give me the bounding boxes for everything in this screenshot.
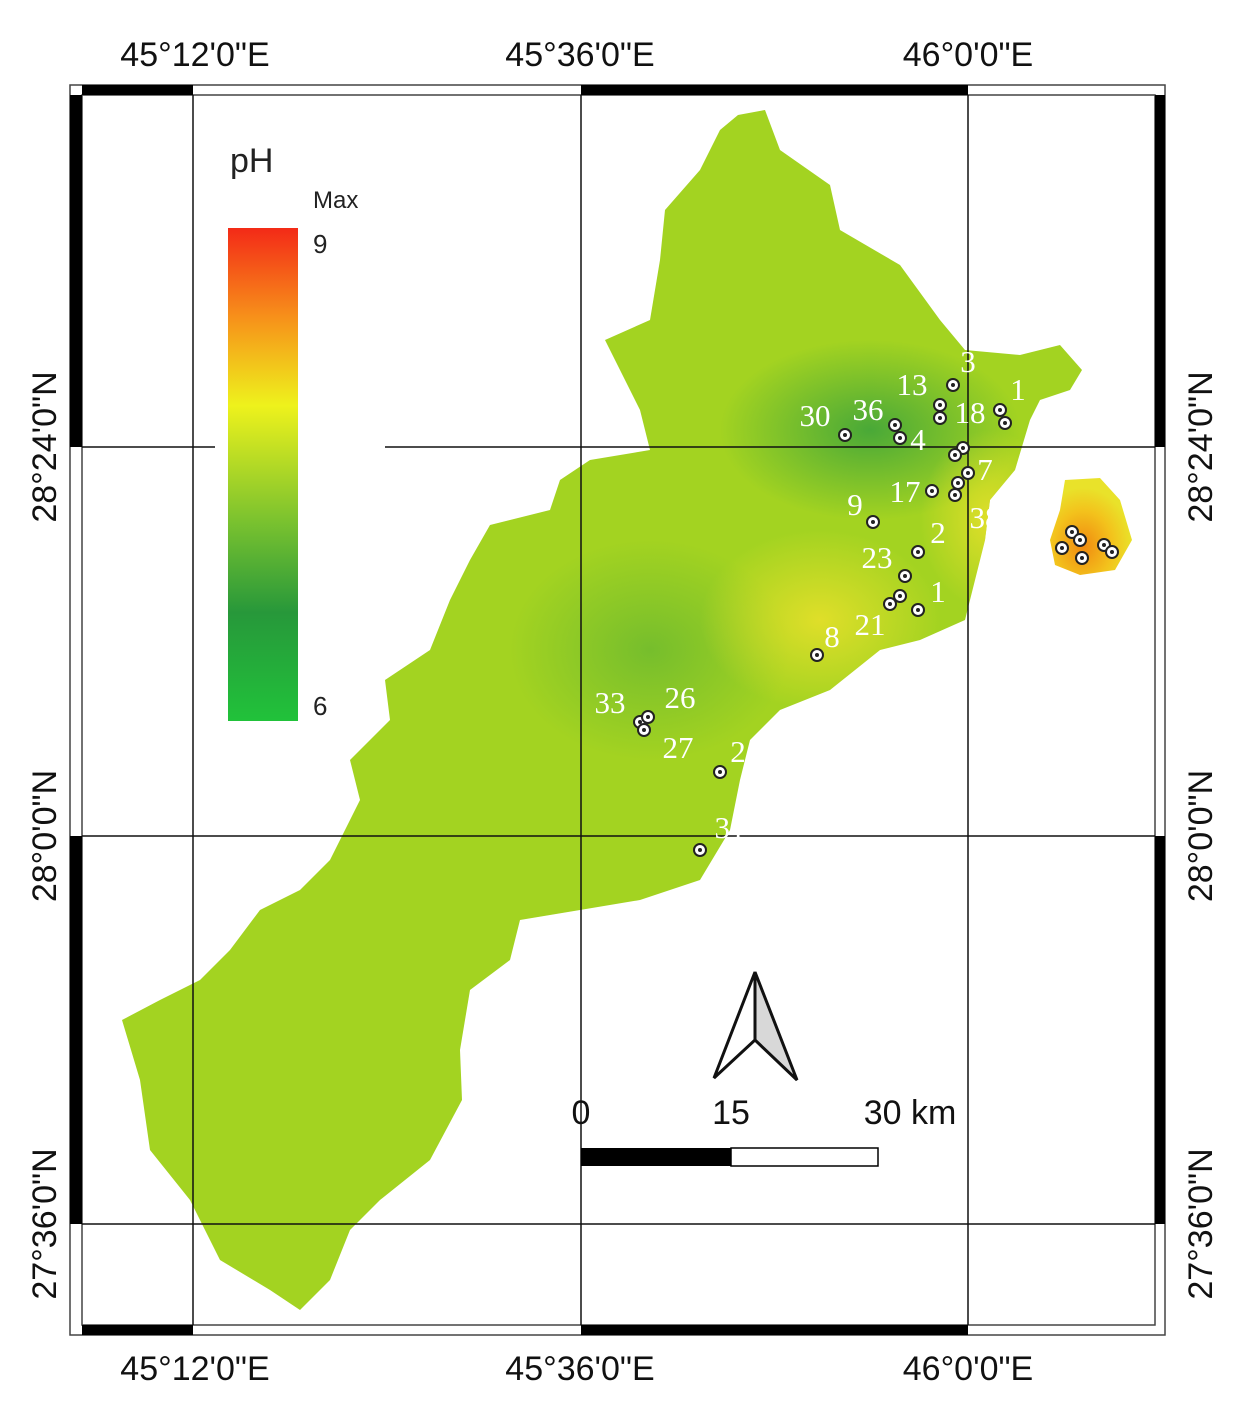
legend: pH Max 9 6 xyxy=(228,142,358,721)
legend-title: pH xyxy=(230,142,273,180)
sample-dot-center xyxy=(843,433,847,437)
sample-dot-center xyxy=(1070,530,1074,534)
longitude-label: 46°0'0"E xyxy=(903,1350,1033,1388)
sample-dot-center xyxy=(871,520,875,524)
sample-label: 27 xyxy=(663,730,694,765)
sample-label: 13 xyxy=(897,367,928,402)
sample-label: 17 xyxy=(890,474,921,509)
latitude-label: 27°36'0"N xyxy=(26,1148,64,1299)
sample-dot-center xyxy=(953,493,957,497)
latitude-label: 28°0'0"N xyxy=(26,770,64,902)
scale-label: 15 xyxy=(712,1094,750,1132)
sample-label: 1 xyxy=(1010,372,1026,407)
sample-dot-center xyxy=(642,728,646,732)
sample-dot-center xyxy=(893,423,897,427)
latitude-label: 28°0'0"N xyxy=(1182,770,1220,902)
longitude-label: 45°36'0"E xyxy=(505,1350,654,1388)
sample-dot-center xyxy=(916,608,920,612)
latitude-label: 28°24'0"N xyxy=(1182,371,1220,522)
longitude-label: 45°36'0"E xyxy=(505,36,654,74)
sample-label: 18 xyxy=(955,395,986,430)
sample-dot-center xyxy=(953,453,957,457)
sample-dot-center xyxy=(961,446,965,450)
sample-dot-center xyxy=(888,602,892,606)
sample-dot-center xyxy=(1080,556,1084,560)
sample-label: 30 xyxy=(800,398,831,433)
frame-border xyxy=(70,85,1165,1335)
sample-dot-center xyxy=(1078,538,1082,542)
sample-label: 23 xyxy=(862,540,893,575)
sample-label: 1 xyxy=(930,574,946,609)
sample-label: 3 xyxy=(960,344,976,379)
longitude-label: 45°12'0"E xyxy=(120,36,269,74)
sample-label: 38 xyxy=(970,500,1001,535)
sample-dot-center xyxy=(638,720,642,724)
study-area xyxy=(122,110,1132,1310)
sample-label: 33 xyxy=(595,685,626,720)
latitude-label: 28°24'0"N xyxy=(26,371,64,522)
sample-dot-center xyxy=(698,848,702,852)
legend-max-caption: Max xyxy=(313,187,358,214)
color-ramp xyxy=(228,228,298,721)
sample-dot-center xyxy=(956,481,960,485)
sample-dot-center xyxy=(916,550,920,554)
sample-label: 8 xyxy=(824,619,840,654)
sample-label: 21 xyxy=(855,607,886,642)
sample-label: 2 xyxy=(730,734,746,769)
scale-label: 0 xyxy=(572,1094,591,1132)
sample-dot-center xyxy=(718,770,722,774)
scale-label: 30 km xyxy=(864,1094,957,1132)
sample-dot-center xyxy=(938,416,942,420)
sample-dot-center xyxy=(646,715,650,719)
sample-label: 31 xyxy=(715,810,746,845)
latitude-label: 27°36'0"N xyxy=(1182,1148,1220,1299)
sample-dot-center xyxy=(938,403,942,407)
sample-label: 2 xyxy=(930,515,946,550)
sample-dot-center xyxy=(966,471,970,475)
sample-label: 4 xyxy=(910,422,926,457)
scale-bar: 0 15 30 km xyxy=(572,1094,957,1167)
sample-dot-center xyxy=(903,574,907,578)
sample-label: 36 xyxy=(853,392,884,427)
sample-label: 9 xyxy=(847,487,863,522)
graticule xyxy=(82,95,1155,1325)
sample-dot-center xyxy=(930,489,934,493)
legend-max: 9 xyxy=(313,229,327,259)
north-arrow xyxy=(712,971,799,1082)
sample-dot-center xyxy=(1102,543,1106,547)
sample-label: 7 xyxy=(977,452,993,487)
sample-dot-center xyxy=(998,408,1002,412)
sample-dot-center xyxy=(1003,421,1007,425)
sample-label: 26 xyxy=(665,680,696,715)
sample-dot-center xyxy=(1110,550,1114,554)
sample-dot-center xyxy=(951,383,955,387)
sample-dot-center xyxy=(1060,546,1064,550)
sample-dot-center xyxy=(898,436,902,440)
longitude-label: 46°0'0"E xyxy=(903,36,1033,74)
sample-dot-center xyxy=(898,594,902,598)
legend-min: 6 xyxy=(313,691,327,721)
sample-dot-center xyxy=(815,653,819,657)
longitude-label: 45°12'0"E xyxy=(120,1350,269,1388)
